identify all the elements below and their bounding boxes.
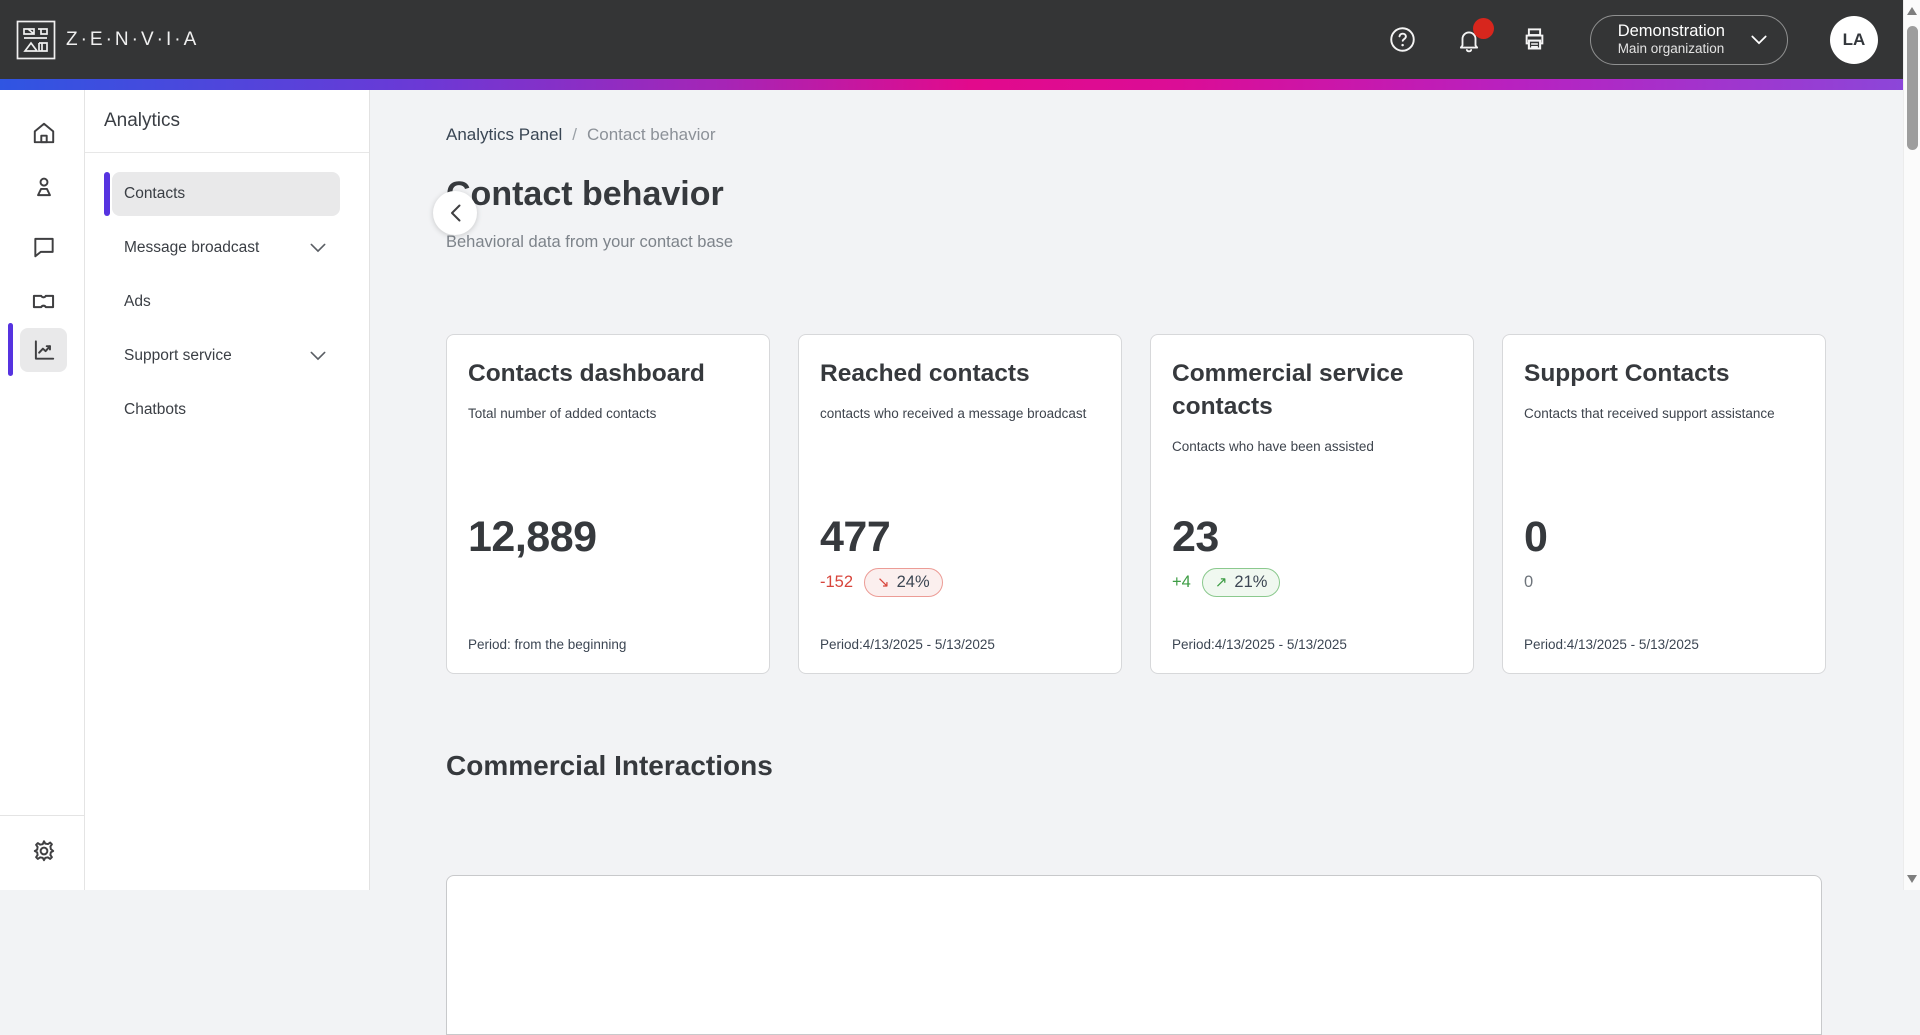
avatar[interactable]: LA xyxy=(1830,16,1878,64)
trend-badge: ↘ 24% xyxy=(864,568,943,597)
menu-item-label: Message broadcast xyxy=(124,239,310,257)
panel-divider xyxy=(85,152,369,153)
trend-arrow-icon: ↘ xyxy=(877,575,890,590)
sidebar-item-message-broadcast[interactable]: Message broadcast xyxy=(112,226,340,270)
card-value: 23 xyxy=(1172,513,1219,562)
chevron-down-icon xyxy=(1751,35,1767,45)
brand-gradient-bar xyxy=(0,79,1903,90)
card-title: Support Contacts xyxy=(1524,357,1805,390)
window-scrollbar[interactable] xyxy=(1903,0,1920,890)
card-value: 0 xyxy=(1524,513,1547,562)
chevron-down-icon xyxy=(310,243,326,253)
rail-divider xyxy=(0,815,85,816)
trend-badge: ↗ 21% xyxy=(1202,568,1281,597)
card-period: Period:4/13/2025 - 5/13/2025 xyxy=(820,637,995,652)
card-delta: +4 xyxy=(1172,573,1191,592)
contacts-icon xyxy=(31,174,57,200)
trend-badge-value: 21% xyxy=(1234,573,1267,592)
analytics-sidebar-panel: Analytics Contacts Message broadcast Ads… xyxy=(85,90,370,890)
card-value: 477 xyxy=(820,513,890,562)
gear-icon xyxy=(31,838,57,864)
card-description: contacts who received a message broadcas… xyxy=(820,400,1101,428)
rail-item-tickets[interactable] xyxy=(20,279,67,323)
org-subtitle: Main organization xyxy=(1618,41,1725,58)
sidebar-item-support-service[interactable]: Support service xyxy=(112,334,340,378)
scroll-down-button[interactable] xyxy=(1907,875,1917,883)
sidebar-rail xyxy=(0,90,85,890)
card-title: Reached contacts xyxy=(820,357,1101,390)
rail-active-indicator xyxy=(8,323,13,376)
breadcrumb: Analytics Panel / Contact behavior xyxy=(446,125,716,145)
breadcrumb-analytics-panel[interactable]: Analytics Panel xyxy=(446,125,562,145)
rail-item-home[interactable] xyxy=(20,111,67,155)
menu-item-label: Contacts xyxy=(124,185,326,203)
kpi-card: Commercial service contacts Contacts who… xyxy=(1150,334,1474,674)
scroll-thumb[interactable] xyxy=(1907,26,1918,150)
card-period: Period: from the beginning xyxy=(468,637,626,652)
settings-button[interactable] xyxy=(20,829,67,873)
card-description: Contacts that received support assistanc… xyxy=(1524,400,1805,428)
card-value: 12,889 xyxy=(468,513,597,562)
card-delta: 0 xyxy=(1524,573,1533,592)
kpi-card: Reached contacts contacts who received a… xyxy=(798,334,1122,674)
kpi-card: Support Contacts Contacts that received … xyxy=(1502,334,1826,674)
printer-icon xyxy=(1521,26,1548,53)
breadcrumb-separator: / xyxy=(572,125,577,145)
ticket-icon xyxy=(30,288,57,315)
kpi-cards-row: Contacts dashboard Total number of added… xyxy=(446,334,1826,674)
brand: Z·E·N·V·I·A xyxy=(16,20,199,60)
sidebar-item-chatbots[interactable]: Chatbots xyxy=(112,388,340,432)
help-icon xyxy=(1389,26,1416,53)
card-title: Commercial service contacts xyxy=(1172,357,1453,423)
analytics-chart-icon xyxy=(31,337,57,363)
chevron-left-icon xyxy=(450,204,461,222)
org-switcher[interactable]: Demonstration Main organization xyxy=(1590,15,1788,65)
page-subtitle: Behavioral data from your contact base xyxy=(446,233,733,252)
conversations-icon xyxy=(31,234,57,260)
home-icon xyxy=(31,120,57,146)
page-title: Contact behavior xyxy=(446,175,724,214)
card-description: Total number of added contacts xyxy=(468,400,749,428)
section-title: Commercial Interactions xyxy=(446,750,773,782)
card-delta: -152 xyxy=(820,573,853,592)
help-button[interactable] xyxy=(1388,25,1418,55)
sidebar-item-ads[interactable]: Ads xyxy=(112,280,340,324)
trend-arrow-icon: ↗ xyxy=(1215,575,1228,590)
topbar: Z·E·N·V·I·A xyxy=(0,0,1903,79)
card-description: Contacts who have been assisted xyxy=(1172,433,1453,461)
rail-item-contacts[interactable] xyxy=(20,165,67,209)
print-button[interactable] xyxy=(1520,25,1550,55)
card-delta-row: +4 ↗ 21% xyxy=(1172,567,1280,597)
notifications-button[interactable] xyxy=(1454,25,1484,55)
menu-item-label: Chatbots xyxy=(124,401,326,419)
notification-badge xyxy=(1473,18,1494,39)
card-title: Contacts dashboard xyxy=(468,357,749,390)
chevron-down-icon xyxy=(310,351,326,361)
commercial-interactions-card-partial xyxy=(446,875,1822,1035)
menu-item-label: Support service xyxy=(124,347,310,365)
card-period: Period:4/13/2025 - 5/13/2025 xyxy=(1524,637,1699,652)
panel-title: Analytics xyxy=(104,110,180,132)
panel-collapse-button[interactable] xyxy=(433,191,477,235)
trend-badge-value: 24% xyxy=(897,573,930,592)
topbar-actions: Demonstration Main organization LA xyxy=(1352,15,1878,65)
card-delta-row: -152 ↘ 24% xyxy=(820,567,943,597)
card-period: Period:4/13/2025 - 5/13/2025 xyxy=(1172,637,1347,652)
scroll-up-button[interactable] xyxy=(1907,7,1917,15)
brand-wordmark: Z·E·N·V·I·A xyxy=(66,29,199,51)
breadcrumb-current: Contact behavior xyxy=(587,125,716,145)
active-indicator xyxy=(104,172,110,216)
rail-item-conversations[interactable] xyxy=(20,225,67,269)
main-content: Analytics Panel / Contact behavior Conta… xyxy=(371,90,1903,890)
menu-item-label: Ads xyxy=(124,293,326,311)
kpi-card: Contacts dashboard Total number of added… xyxy=(446,334,770,674)
org-name: Demonstration xyxy=(1618,21,1725,42)
zenvia-logo-icon xyxy=(16,20,56,60)
sidebar-item-contacts[interactable]: Contacts xyxy=(112,172,340,216)
card-delta-row: 0 xyxy=(1524,567,1533,597)
rail-item-analytics[interactable] xyxy=(20,328,67,372)
analytics-menu: Contacts Message broadcast Ads Support s… xyxy=(85,172,369,432)
